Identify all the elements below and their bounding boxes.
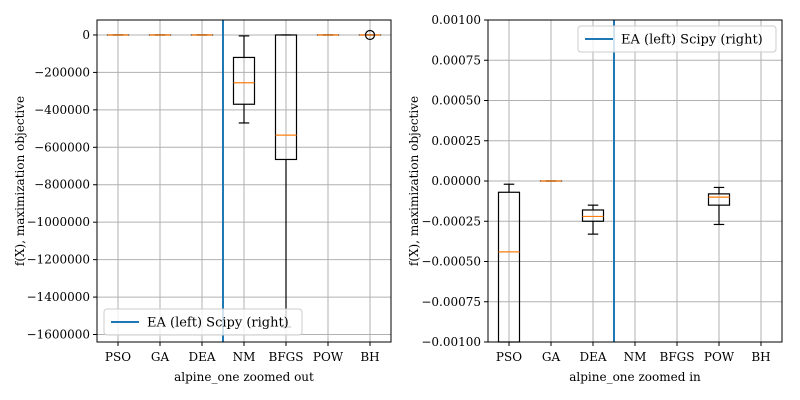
chart-left-y-axis-label: f(X), maximization objective: [13, 96, 27, 266]
y-tick-label: −1200000: [27, 253, 91, 267]
y-tick-label: 0.00100: [431, 13, 481, 27]
y-tick-label: −1600000: [27, 328, 91, 342]
box-pow: [707, 186, 731, 226]
x-tick-label-dea: DEA: [579, 350, 606, 364]
chart-left-ticks: PSO GA DEA NM BFGS POW BH 0 −200000 −400000 −60000…: [27, 28, 380, 364]
x-tick-label-ga: GA: [542, 350, 561, 364]
x-tick-label-bfgs: BFGS: [660, 350, 695, 364]
chart-left-marks: [106, 20, 382, 342]
y-tick-label: 0.00000: [431, 174, 481, 188]
x-tick-label-ga: GA: [151, 350, 170, 364]
y-tick-label: −400000: [34, 103, 90, 117]
x-tick-label-pso: PSO: [496, 350, 522, 364]
box-bfgs: [274, 34, 298, 328]
y-tick-label: −800000: [34, 178, 90, 192]
box-body-bfgs: [274, 34, 298, 161]
box-body-pow: [707, 193, 731, 206]
chart-right-legend-label: EA (left) Scipy (right): [621, 33, 763, 48]
y-tick-label: −200000: [34, 65, 90, 79]
x-tick-label-bfgs: BFGS: [269, 350, 304, 364]
x-tick-label-pow: POW: [704, 350, 735, 364]
y-tick-label: −600000: [34, 140, 90, 154]
x-tick-label-bh: BH: [360, 350, 379, 364]
y-tick-label: −0.00100: [421, 335, 481, 349]
y-tick-label: −1400000: [27, 290, 91, 304]
chart-left-legend-box: [103, 308, 303, 336]
chart-left-legend-label: EA (left) Scipy (right): [147, 316, 289, 331]
box-body-dea: [581, 209, 605, 222]
y-tick-label: −0.00050: [421, 255, 481, 269]
chart-left-zoomed-out: PSO GA DEA NM BFGS POW BH 0 −200000 −400000 −60000…: [13, 19, 392, 384]
chart-right-legend: EA (left) Scipy (right): [577, 25, 777, 53]
chart-right-grid: [488, 19, 782, 343]
y-tick-label: −0.00075: [421, 295, 481, 309]
x-tick-label-pso: PSO: [105, 350, 131, 364]
box-dea: [581, 204, 605, 235]
x-tick-label-bh: BH: [751, 350, 770, 364]
box-bh: [358, 29, 382, 41]
flier-bh: [364, 29, 376, 41]
y-tick-label: 0.00075: [431, 53, 481, 67]
chart-right-y-axis-label: f(X), maximization objective: [407, 96, 421, 266]
chart-left-legend: EA (left) Scipy (right): [103, 308, 303, 336]
chart-right-x-axis-label: alpine_one zoomed in: [569, 370, 701, 384]
chart-right-legend-box: [577, 25, 777, 53]
chart-right-ticks: PSO GA DEA NM BFGS POW BH 0.00100 0.00075 0.00050…: [421, 13, 770, 364]
box-body-nm: [232, 56, 256, 105]
y-tick-label: 0.00050: [431, 94, 481, 108]
chart-right-marks: [497, 20, 731, 343]
box-nm: [232, 35, 256, 124]
y-tick-label: 0: [82, 28, 90, 42]
y-tick-label: −1000000: [27, 215, 91, 229]
x-tick-label-nm: NM: [624, 350, 647, 364]
x-tick-label-dea: DEA: [188, 350, 215, 364]
y-tick-label: −0.00025: [421, 214, 481, 228]
x-tick-label-pow: POW: [313, 350, 344, 364]
x-tick-label-nm: NM: [233, 350, 256, 364]
y-tick-label: 0.00025: [431, 134, 481, 148]
chart-right-zoomed-in: PSO GA DEA NM BFGS POW BH 0.00100 0.00075 0.00050…: [407, 13, 783, 384]
chart-left-x-axis-label: alpine_one zoomed out: [174, 370, 314, 384]
